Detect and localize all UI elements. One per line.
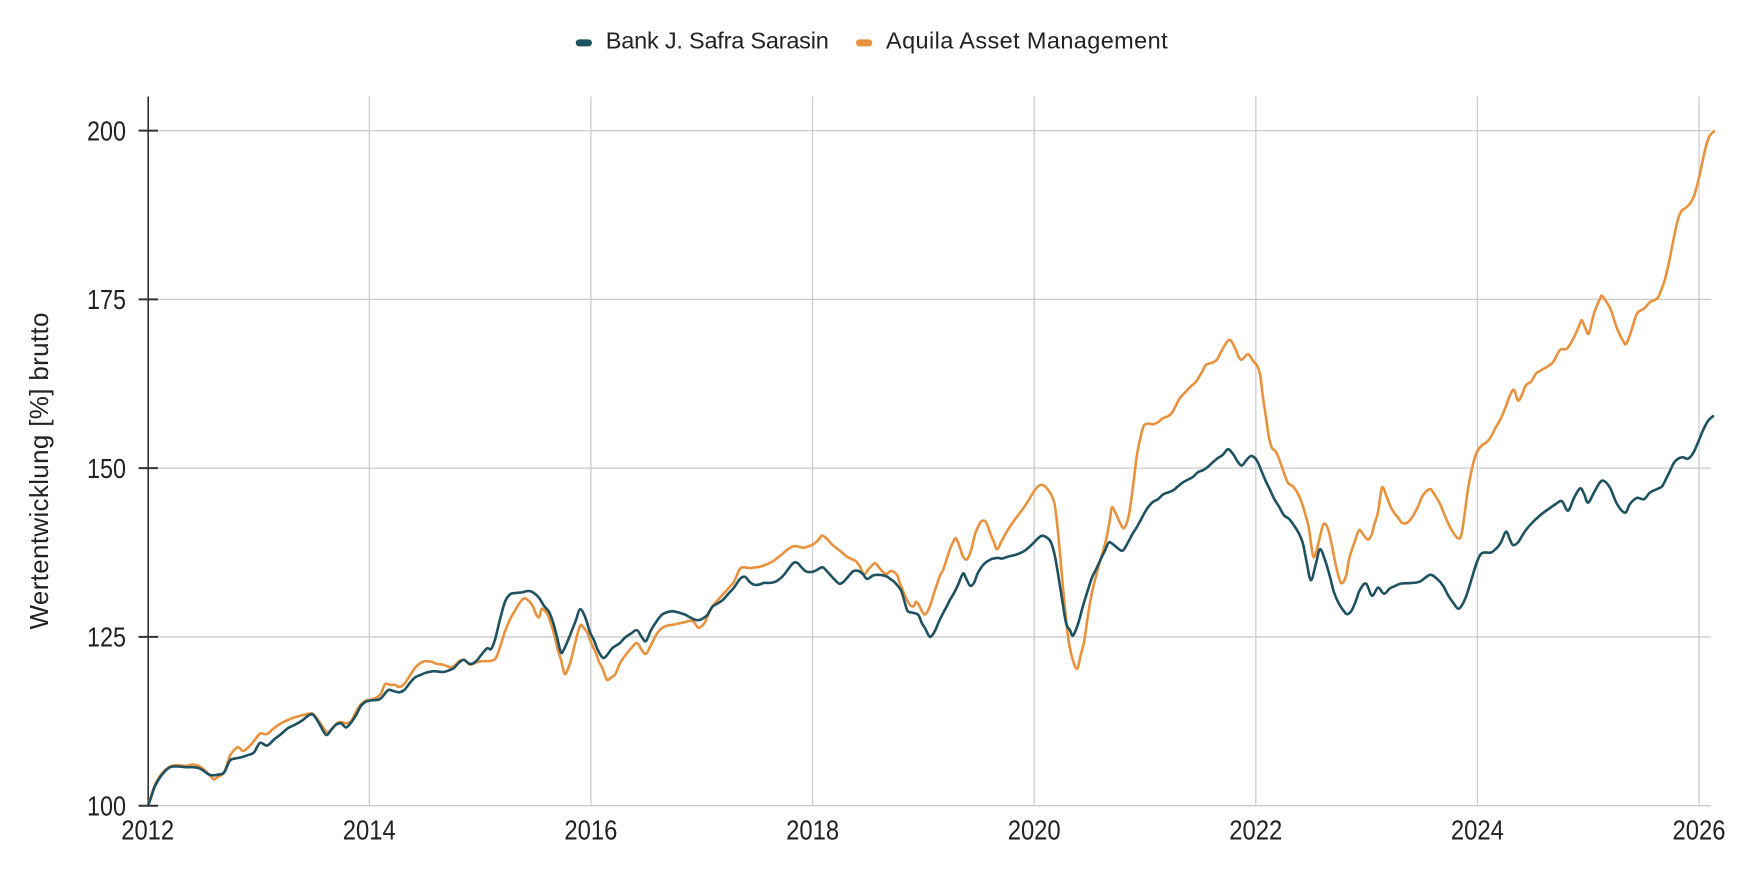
svg-text:2026: 2026 xyxy=(1673,815,1726,846)
svg-text:150: 150 xyxy=(87,453,126,484)
svg-text:125: 125 xyxy=(87,622,126,653)
svg-text:175: 175 xyxy=(87,284,126,315)
svg-text:Wertentwicklung [%] brutto: Wertentwicklung [%] brutto xyxy=(24,313,54,630)
svg-text:200: 200 xyxy=(87,115,126,146)
svg-text:2022: 2022 xyxy=(1229,815,1282,846)
svg-text:2012: 2012 xyxy=(121,815,174,846)
svg-text:2024: 2024 xyxy=(1451,815,1504,846)
svg-text:2016: 2016 xyxy=(564,815,617,846)
svg-text:100: 100 xyxy=(87,790,126,821)
svg-text:Bank J. Safra Sarasin: Bank J. Safra Sarasin xyxy=(606,27,829,53)
svg-text:2018: 2018 xyxy=(786,815,839,846)
svg-text:2020: 2020 xyxy=(1008,815,1061,846)
svg-text:2014: 2014 xyxy=(343,815,396,846)
svg-text:Aquila Asset Management: Aquila Asset Management xyxy=(886,27,1168,53)
